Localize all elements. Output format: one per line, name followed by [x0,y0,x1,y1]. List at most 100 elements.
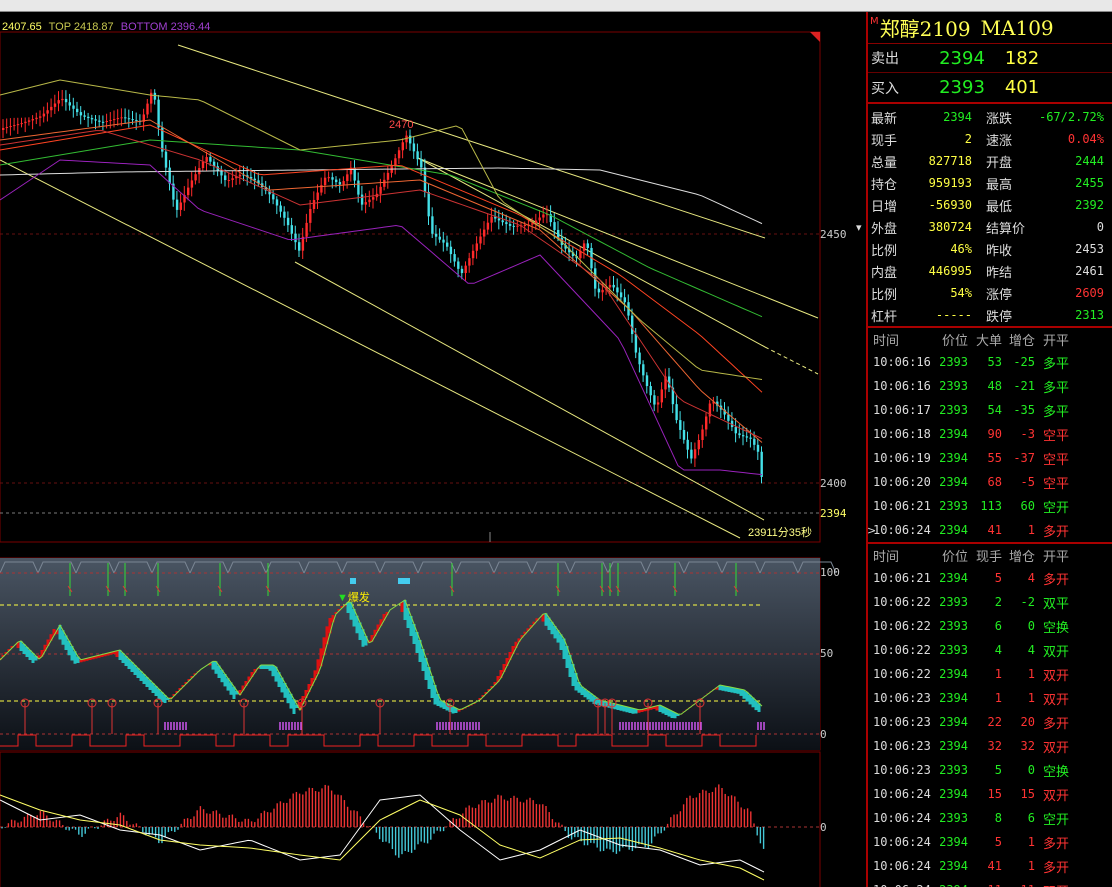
instrument-title[interactable]: M 郑醇2109 MA109 [868,12,1112,44]
table-row[interactable]: 10:06:16 2393 48 -21 多平 [868,374,1112,398]
tick-time: 10:06:22 [873,619,931,633]
column-header[interactable]: 大单 [975,333,1002,349]
table-row[interactable]: >10:06:24 2394 41 1 多开 [867,518,1112,542]
stat-value: ----- [935,308,972,322]
tick-time: 10:06:21 [873,571,931,585]
candle-body [135,120,138,122]
candle-body [187,187,190,196]
candle-body [538,217,541,221]
candle-body [701,429,704,441]
column-header[interactable]: 时间 [873,549,900,565]
table-row[interactable]: 10:06:24 2394 15 15 双开 [868,782,1112,806]
candle-body [76,108,79,113]
candle-body [50,106,53,111]
candle-body [682,429,686,440]
candle-body [35,117,38,120]
tick-price: 2394 [939,859,968,873]
candle-body [471,250,475,259]
tick-type: 双开 [1043,692,1070,708]
tick-volume: 1 [994,691,1002,705]
stat-label: 现手 [871,133,898,149]
table-row[interactable]: 10:06:17 2393 54 -35 多平 [868,398,1112,422]
table-row[interactable]: 10:06:24 2393 8 6 空开 [868,806,1112,830]
column-header[interactable]: 价位 [941,333,968,349]
table-row[interactable]: 10:06:22 2393 6 0 空换 [868,614,1112,638]
tick-type: 空平 [1043,428,1070,444]
column-header[interactable]: 增仓 [1008,333,1035,349]
table-row[interactable]: 10:06:2423941111双开 [868,878,1112,887]
candle-body [90,118,94,120]
table-row[interactable]: 10:06:23 2394 1 1 双开 [868,686,1112,710]
stat-label: 开盘 [986,155,1013,171]
table-row[interactable]: 10:06:21 2394 5 4 多开 [868,566,1112,590]
big-order-rows[interactable]: 10:06:16 2393 53 -25 多平 10:06:16 2393 48 -21 多平 10… [867,350,1112,542]
tick-table: 时间 价位 现手 增仓 开平 10:06:21 2394 5 4 多开 10:06:22 2393 2… [868,544,1112,887]
candle-body [494,216,497,219]
table-row[interactable]: 10:06:23 2394 22 20 多开 [868,710,1112,734]
osc-band-scallop [531,561,571,574]
candle-body [305,222,308,237]
tick-oi-change: -2 [1020,595,1035,609]
column-header[interactable]: 时间 [873,333,900,349]
tick-oi-change: -21 [1013,379,1035,393]
stat-label: 比例 [871,287,898,303]
stat-value: 2609 [1075,286,1104,300]
candle-body [753,438,756,445]
table-row[interactable]: 10:06:23 2394 32 32 双开 [868,734,1112,758]
column-header[interactable]: 现手 [975,549,1002,565]
bid-row[interactable]: 买入 2393 401 [868,73,1112,102]
tick-time: 10:06:22 [873,595,931,609]
macd-axis-0: 0 [820,821,827,834]
table-row[interactable]: 10:06:16 2393 53 -25 多平 [868,350,1112,374]
candle-body [523,224,527,226]
ask-row[interactable]: 卖出 2394 182 [868,44,1112,73]
tick-price: 2394 [939,715,968,729]
chart-area[interactable] [0,12,866,887]
ask-label: 卖出 [871,51,899,67]
tick-volume: 22 [987,715,1002,729]
candle-body [323,177,327,186]
tick-type: 空换 [1043,764,1070,780]
column-header[interactable]: 增仓 [1008,549,1035,565]
tick-oi-change: 1 [1027,691,1035,705]
table-row[interactable]: 10:06:22 2393 2 -2 双平 [868,590,1112,614]
column-header[interactable]: 价位 [941,549,968,565]
candle-body [238,174,242,177]
stat-label: 速涨 [986,133,1013,149]
chevron-down-icon[interactable]: ▾ [856,220,862,234]
tick-volume: 8 [994,811,1002,825]
stat-value: 46% [950,242,972,256]
table-row[interactable]: 10:06:21 2393 113 60 空开 [868,494,1112,518]
price-chart-svg[interactable] [0,12,866,887]
table-row[interactable]: 10:06:22 2393 4 4 双开 [868,638,1112,662]
tick-price: 2393 [939,403,968,417]
tick-time: 10:06:24 [868,883,931,887]
signal-pin-mark [607,585,613,593]
tick-type: 空平 [1043,452,1070,468]
table-row[interactable]: 10:06:18 2394 90 -3 空平 [868,422,1112,446]
stat-row: 比例 46% 昨收 2453 [868,238,1112,260]
candle-body [568,248,571,253]
column-header[interactable]: 开平 [1043,333,1070,349]
tick-oi-change: -35 [1013,403,1035,417]
tick-price: 2394 [939,523,968,537]
table-row[interactable]: 10:06:19 2394 55 -37 空平 [868,446,1112,470]
candle-body [105,120,108,122]
current-price-label: 2394 [820,507,847,520]
candle-body [83,115,86,117]
table-row[interactable]: 10:06:20 2394 68 -5 空平 [868,470,1112,494]
candle-body [309,208,312,223]
osc-marker-circle [297,698,307,708]
tick-rows[interactable]: 10:06:21 2394 5 4 多开 10:06:22 2393 2 -2 双平 10:06:2… [868,566,1112,887]
table-row[interactable]: 10:06:23 2393 5 0 空换 [868,758,1112,782]
signal-pin-mark [449,585,455,593]
table-row[interactable]: 10:06:22 2394 1 1 双开 [868,662,1112,686]
tick-price: 2394 [939,739,968,753]
column-header[interactable]: 开平 [1043,549,1070,565]
table-row[interactable]: 10:06:24 2394 41 1 多开 [868,854,1112,878]
candle-body [623,297,626,303]
tick-type: 多开 [1043,524,1070,540]
stat-row: 比例 54% 涨停 2609 [868,282,1112,304]
tick-time: 10:06:18 [873,427,931,441]
table-row[interactable]: 10:06:24 2394 5 1 多开 [868,830,1112,854]
